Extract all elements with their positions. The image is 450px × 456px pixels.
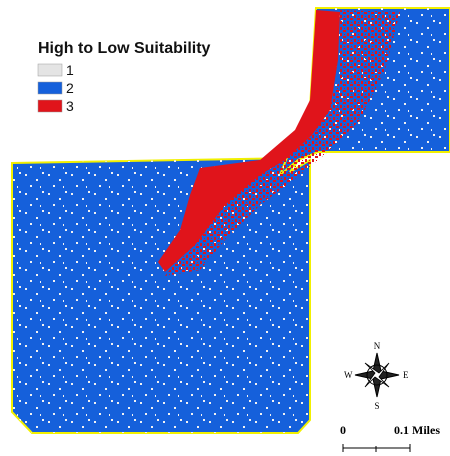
scale-line [342,444,411,452]
scale-label: 0.1 Miles [394,423,440,437]
compass-rose-inner [364,362,390,388]
legend-label: 2 [66,80,74,96]
red-zone-fringe [165,10,400,276]
legend-swatch [37,99,63,113]
compass-e: E [403,370,409,380]
compass-w: W [344,370,353,380]
scale-bar: 0 0.1 Miles [340,423,440,452]
legend-label: 1 [66,62,74,78]
legend: High to Low Suitability 1 2 3 [37,40,211,114]
map-extent [11,7,450,434]
legend-label: 3 [66,98,74,114]
legend-title: High to Low Suitability [38,40,211,57]
compass-n: N [374,341,381,351]
compass-s: S [374,401,379,411]
red-zone-core [158,10,340,272]
legend-swatch [37,81,63,95]
compass: N S E W [344,341,409,411]
legend-swatch [37,63,63,77]
compass-ring [366,364,388,386]
scale-label: 0 [340,423,346,437]
